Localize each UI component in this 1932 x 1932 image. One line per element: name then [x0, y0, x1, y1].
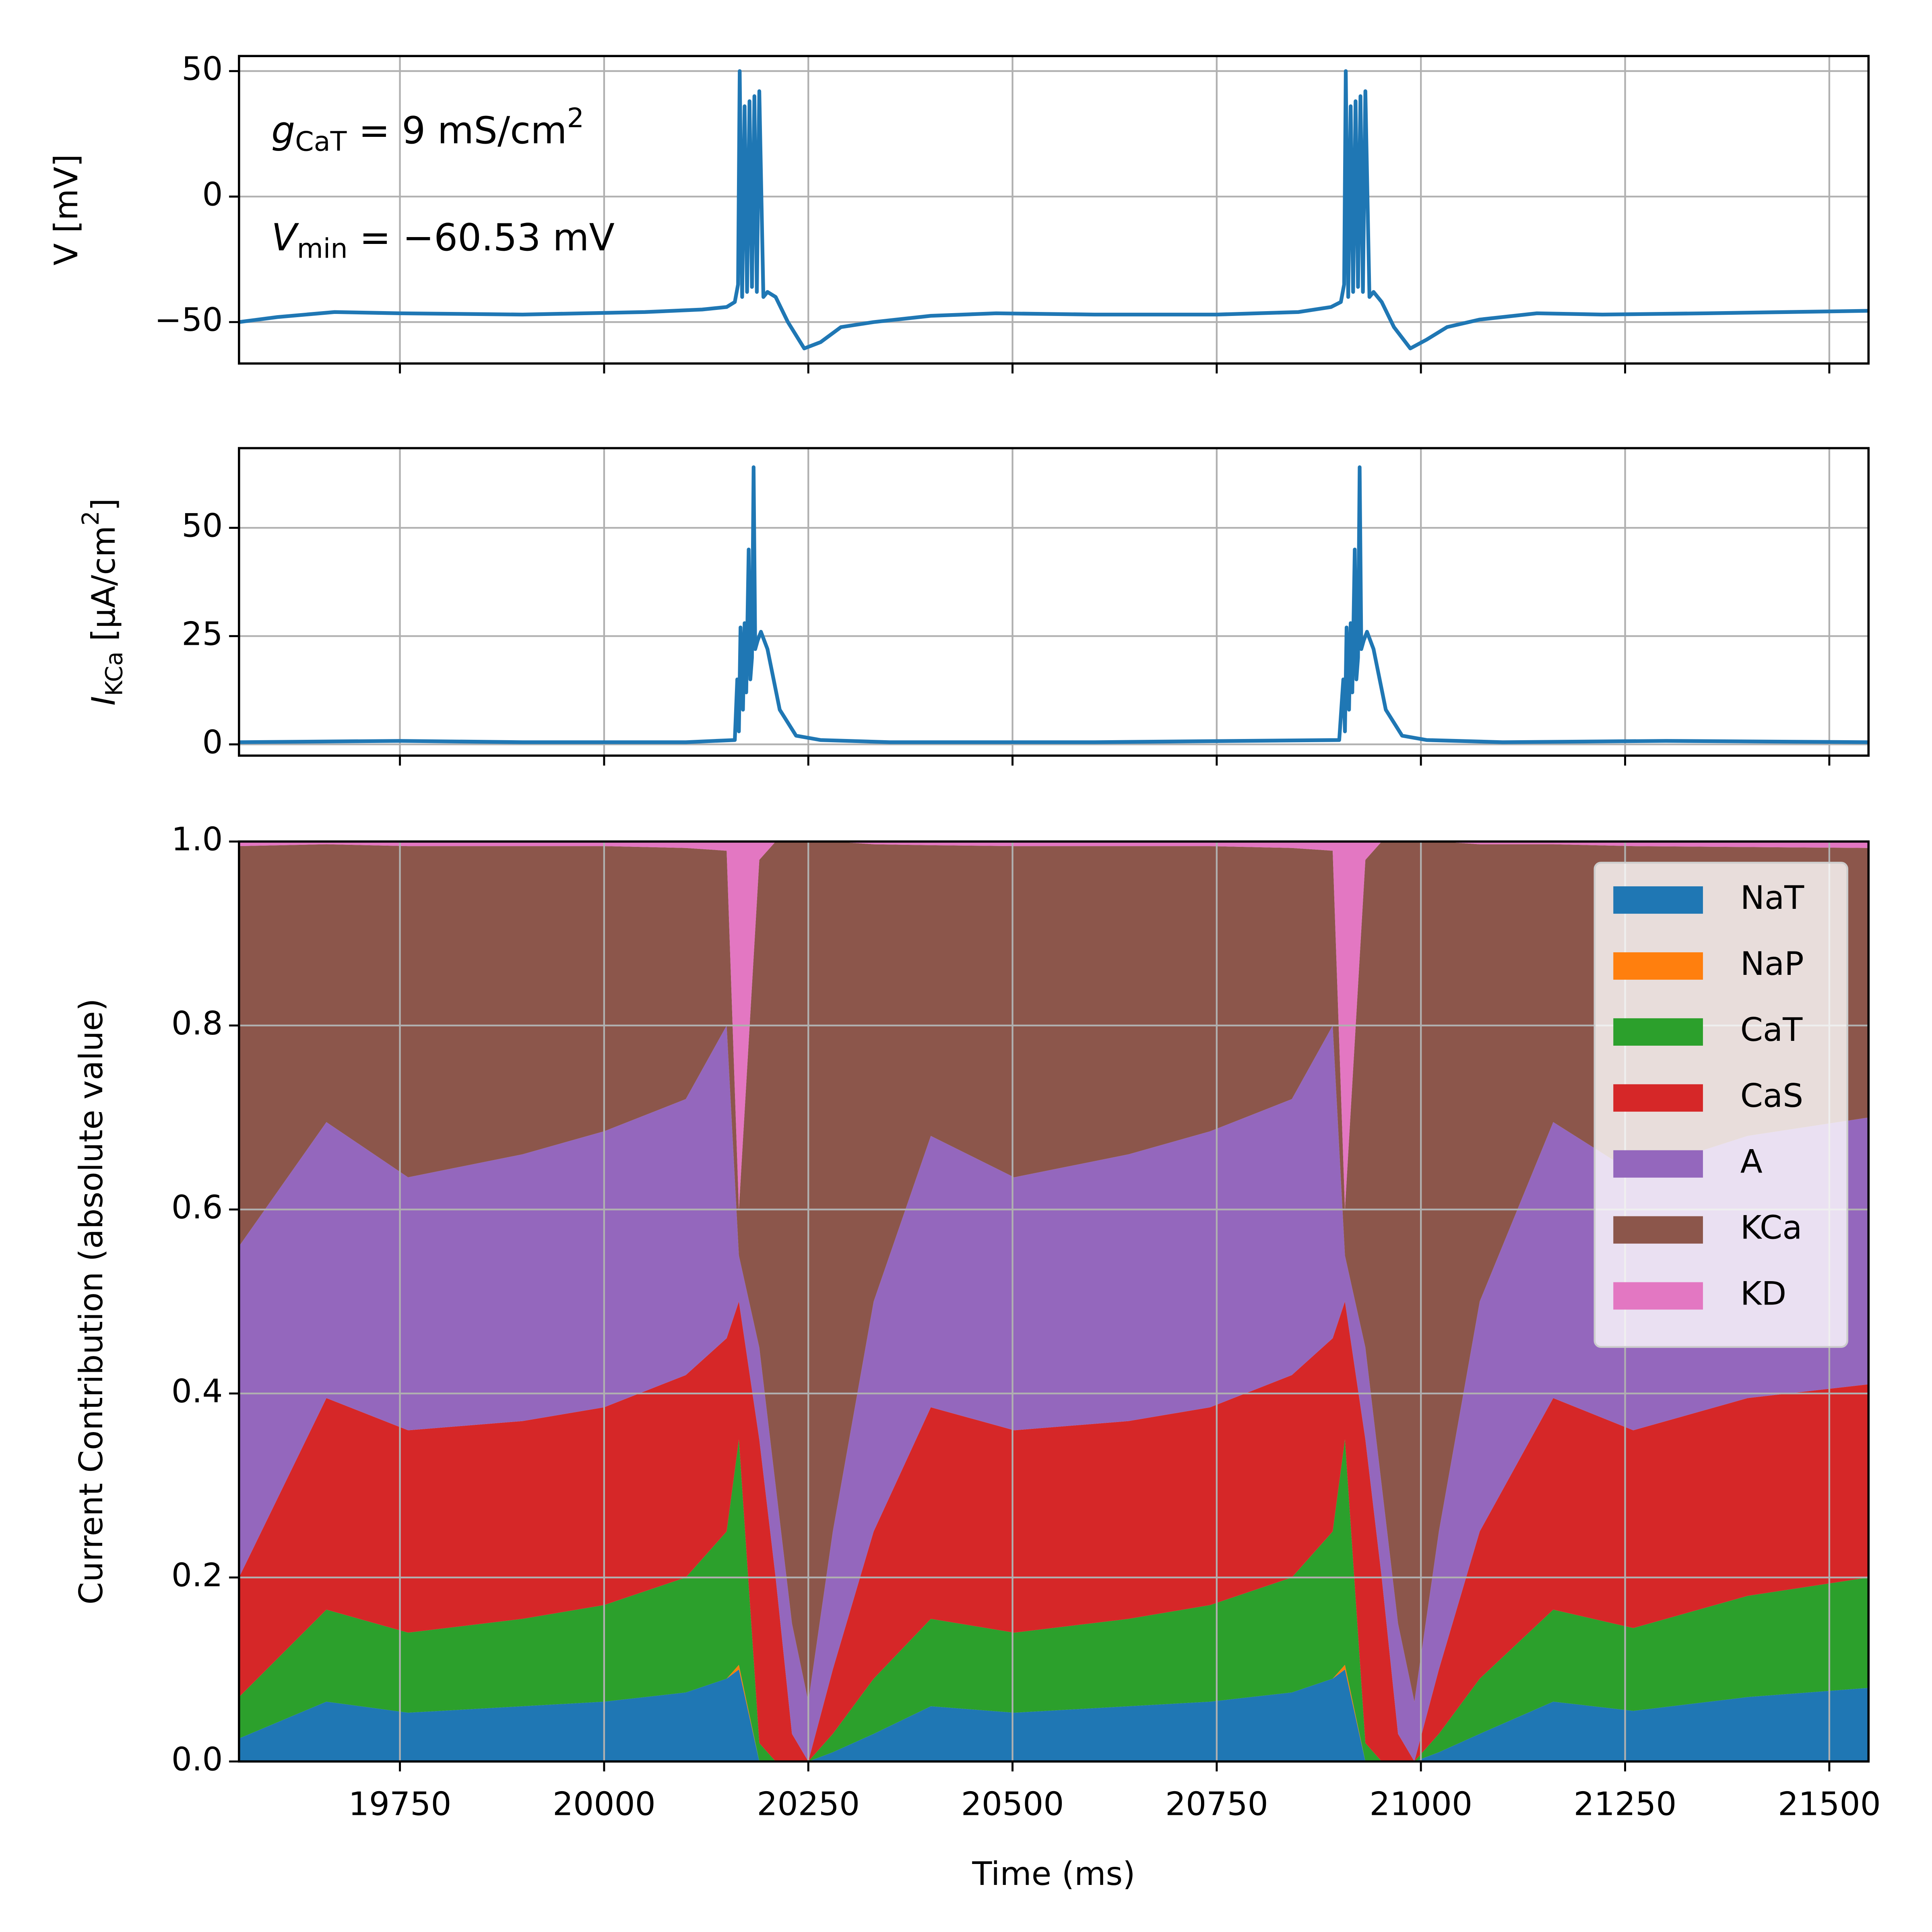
- line: [239, 465, 1869, 744]
- legend-swatch: [1613, 1216, 1703, 1244]
- legend-label: KCa: [1740, 1209, 1802, 1247]
- legend-swatch: [1613, 1018, 1703, 1046]
- text-part: min: [297, 233, 348, 264]
- x-tick-label: 21250: [1574, 1785, 1677, 1823]
- x-tick-label: 20500: [961, 1785, 1064, 1823]
- text-part: CaT: [295, 126, 347, 157]
- y-tick-label: 50: [182, 506, 223, 544]
- y-tick-label: 1.0: [171, 820, 223, 858]
- legend-label: A: [1740, 1143, 1763, 1181]
- text-part: = 9 mS/cm: [347, 109, 567, 152]
- y-axis-label: IKCa [μA/cm2]: [77, 498, 128, 706]
- x-tick-label: 20000: [553, 1785, 656, 1823]
- y-tick-label: 0.0: [171, 1740, 223, 1778]
- area: [239, 841, 1869, 1702]
- legend-swatch: [1613, 1282, 1703, 1310]
- text-part: ]: [85, 498, 122, 511]
- legend-swatch: [1613, 1150, 1703, 1178]
- text-part: g: [271, 109, 295, 152]
- legend-label: NaT: [1740, 879, 1804, 916]
- y-tick-label: 25: [182, 615, 223, 652]
- y-tick-label: 50: [182, 50, 223, 88]
- text-part: I: [85, 696, 122, 706]
- legend-swatch: [1613, 886, 1703, 914]
- y-tick-label: 0.8: [171, 1004, 223, 1042]
- text-part: [μA/cm: [85, 526, 122, 652]
- y-tick-label: 0.4: [171, 1372, 223, 1410]
- y-tick-label: 0: [202, 175, 223, 213]
- legend-label: NaP: [1740, 945, 1804, 983]
- text-part: 2: [77, 511, 104, 526]
- x-tick-label: 19750: [349, 1785, 452, 1823]
- area: [239, 1669, 1869, 1762]
- x-tick-label: 21000: [1369, 1785, 1472, 1823]
- panel: [239, 56, 1869, 364]
- y-tick-label: −50: [155, 301, 223, 339]
- axes-frame: [238, 447, 1870, 757]
- legend-label: CaS: [1740, 1077, 1803, 1115]
- x-tick-label: 20750: [1165, 1785, 1268, 1823]
- legend-swatch: [1613, 1084, 1703, 1112]
- annotation: Vmin = −60.53 mV: [271, 216, 615, 264]
- y-tick-label: 0.2: [171, 1556, 223, 1594]
- grid-layer: [239, 448, 1869, 756]
- plot-area: [239, 465, 1869, 744]
- area: [239, 1301, 1869, 1762]
- legend-label: KD: [1740, 1275, 1787, 1313]
- panel: [239, 448, 1869, 756]
- plot-area: [239, 69, 1869, 351]
- axes-frame: [238, 55, 1870, 365]
- legend-swatch: [1613, 952, 1703, 980]
- y-tick-label: 0: [202, 723, 223, 761]
- grid-layer: [239, 56, 1869, 364]
- line: [239, 69, 1869, 351]
- x-tick-label: 21500: [1778, 1785, 1881, 1823]
- x-axis-label: Time (ms): [972, 1855, 1135, 1893]
- annotation: gCaT = 9 mS/cm2: [271, 102, 584, 157]
- area: [239, 1439, 1869, 1762]
- text-part: V: [271, 216, 299, 259]
- legend-label: CaT: [1740, 1011, 1803, 1049]
- y-axis-label: Current Contribution (absolute value): [72, 999, 110, 1605]
- text-part: 2: [567, 102, 584, 133]
- axes-frame: [238, 840, 1870, 1763]
- text-part: = −60.53 mV: [348, 216, 615, 259]
- text-part: KCa: [101, 652, 128, 696]
- y-tick-label: 0.6: [171, 1188, 223, 1226]
- x-tick-label: 20250: [757, 1785, 860, 1823]
- y-axis-label: V [mV]: [47, 154, 85, 266]
